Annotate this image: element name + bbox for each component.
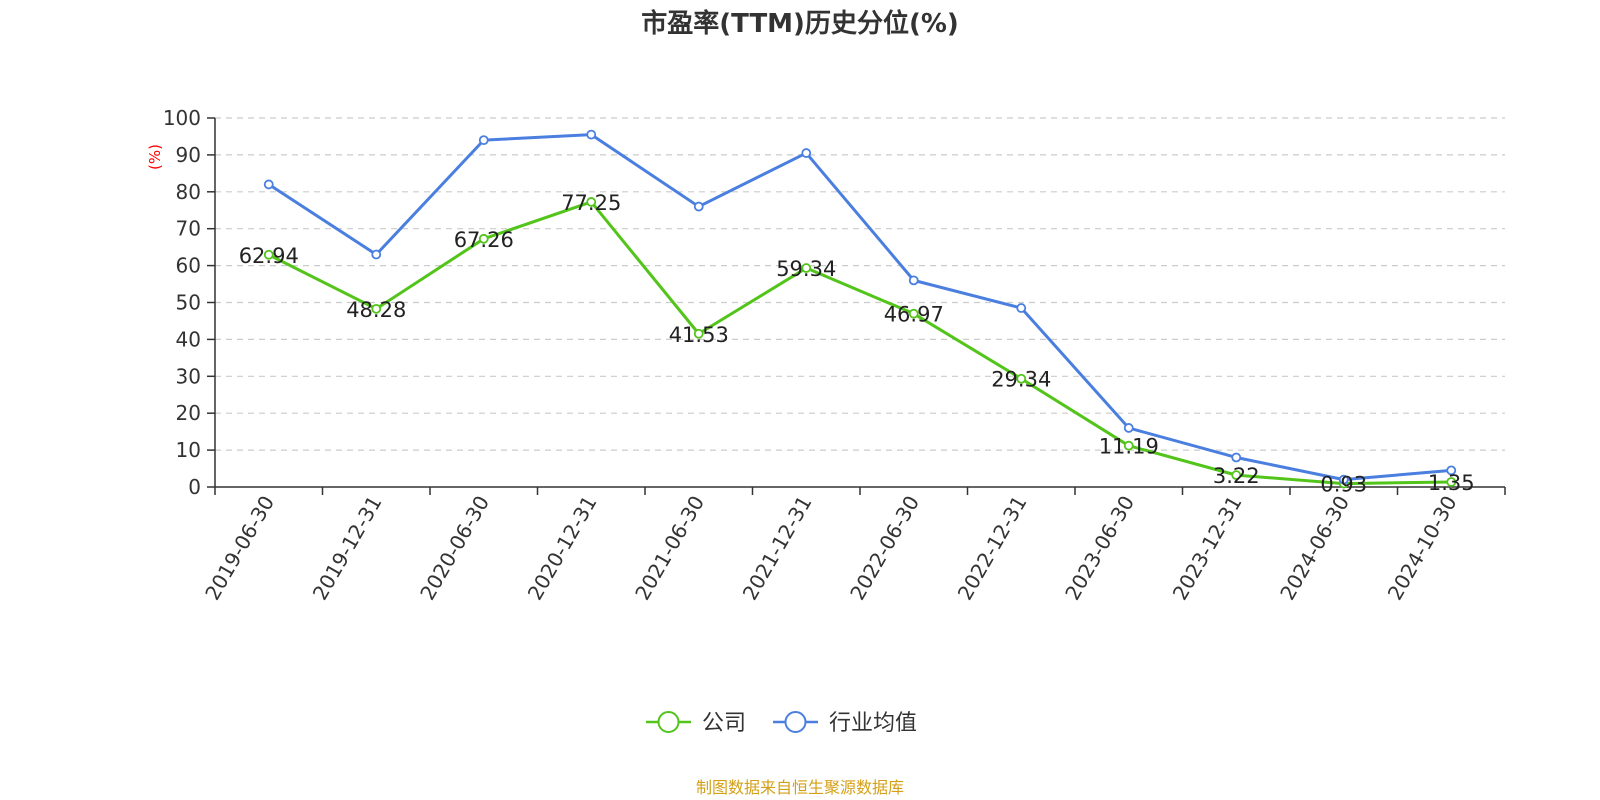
data-point[interactable] [478, 233, 489, 244]
legend-marker [657, 711, 680, 733]
y-axis-label: (%) [146, 144, 164, 170]
series-line-0 [268, 200, 1452, 486]
data-point[interactable] [263, 179, 274, 190]
y-tick-label: 60 [176, 254, 201, 278]
series-lines [263, 129, 1457, 489]
data-labels: 62.94 48.28 67.26 77.25 41.53 59.34 46.97 29.34… [239, 191, 1475, 497]
x-tick-label: 2022-06-30 [845, 492, 924, 605]
data-point[interactable] [586, 197, 597, 207]
data-label: 1.35 [1428, 471, 1475, 495]
data-point[interactable] [371, 249, 382, 260]
data-label: 11.19 [1099, 435, 1159, 459]
x-tick-label: 2023-06-30 [1060, 492, 1139, 605]
data-point[interactable] [263, 249, 274, 260]
data-point[interactable] [1446, 465, 1457, 476]
data-label: 41.53 [669, 323, 729, 347]
data-label: 48.28 [346, 298, 406, 322]
legend[interactable]: 公司 行业均值 [646, 711, 917, 736]
x-tick-label: 2019-12-31 [308, 492, 387, 605]
x-tick-label: 2020-12-31 [523, 492, 602, 605]
data-point[interactable] [693, 201, 704, 212]
legend-item-1[interactable]: 行业均值 [773, 711, 917, 736]
y-tick-label: 30 [176, 364, 201, 388]
data-point[interactable] [1231, 470, 1242, 481]
data-point[interactable] [801, 148, 812, 158]
y-tick-label: 70 [176, 217, 201, 241]
x-tick-label: 2019-06-30 [200, 492, 279, 605]
y-tick-label: 0 [188, 475, 201, 499]
data-point[interactable] [1446, 477, 1457, 487]
y-tick-label: 80 [176, 180, 201, 204]
y-tick-label: 10 [176, 438, 201, 462]
x-tick-label: 2021-12-31 [738, 492, 817, 605]
x-tick-label: 2021-06-30 [630, 492, 709, 605]
x-tick-label: 2024-10-30 [1383, 492, 1462, 605]
data-point[interactable] [1123, 440, 1134, 451]
data-label: 29.34 [991, 368, 1051, 392]
y-tick-label: 100 [163, 106, 201, 130]
data-point[interactable] [693, 328, 704, 339]
x-tick-label: 2022-12-31 [953, 492, 1032, 605]
data-label: 62.94 [239, 244, 299, 268]
data-point[interactable] [1016, 303, 1027, 313]
data-point[interactable] [586, 129, 597, 140]
data-point[interactable] [478, 135, 489, 146]
data-label: 67.26 [454, 228, 514, 252]
legend-marker [784, 711, 807, 733]
legend-label: 行业均值 [829, 711, 917, 736]
data-point[interactable] [371, 303, 382, 314]
data-point[interactable] [1123, 423, 1134, 433]
data-point[interactable] [801, 263, 812, 273]
y-tick-label: 50 [176, 291, 201, 315]
series-line-1 [267, 133, 1452, 482]
data-label: 77.25 [561, 191, 621, 215]
legend-item-0[interactable]: 公司 [646, 711, 746, 736]
x-tick-label: 2020-06-30 [415, 492, 494, 605]
y-tick-label: 90 [176, 143, 201, 167]
y-tick-label: 40 [176, 327, 201, 351]
data-label: 46.97 [884, 303, 944, 327]
chart-title: 市盈率(TTM)历史分位(%) [641, 8, 959, 39]
data-point[interactable] [1016, 373, 1027, 384]
legend-label: 公司 [702, 711, 746, 736]
data-point[interactable] [908, 275, 919, 286]
data-point[interactable] [1231, 452, 1242, 463]
data-label: 3.22 [1213, 464, 1260, 488]
source-note: 制图数据来自恒生聚源数据库 [696, 778, 904, 797]
data-point[interactable] [908, 308, 919, 319]
x-tick-label: 2024-06-30 [1275, 492, 1354, 605]
grid-lines [215, 117, 1505, 451]
data-point[interactable] [1338, 474, 1349, 485]
axes: 0 10 20 30 40 50 60 70 80 90 100 2019-06-30 2019-12-… [163, 106, 1506, 605]
x-tick-label: 2023-12-31 [1168, 492, 1247, 605]
data-label: 59.34 [776, 257, 836, 281]
y-tick-label: 20 [176, 401, 201, 425]
data-label: 0.93 [1320, 473, 1367, 497]
